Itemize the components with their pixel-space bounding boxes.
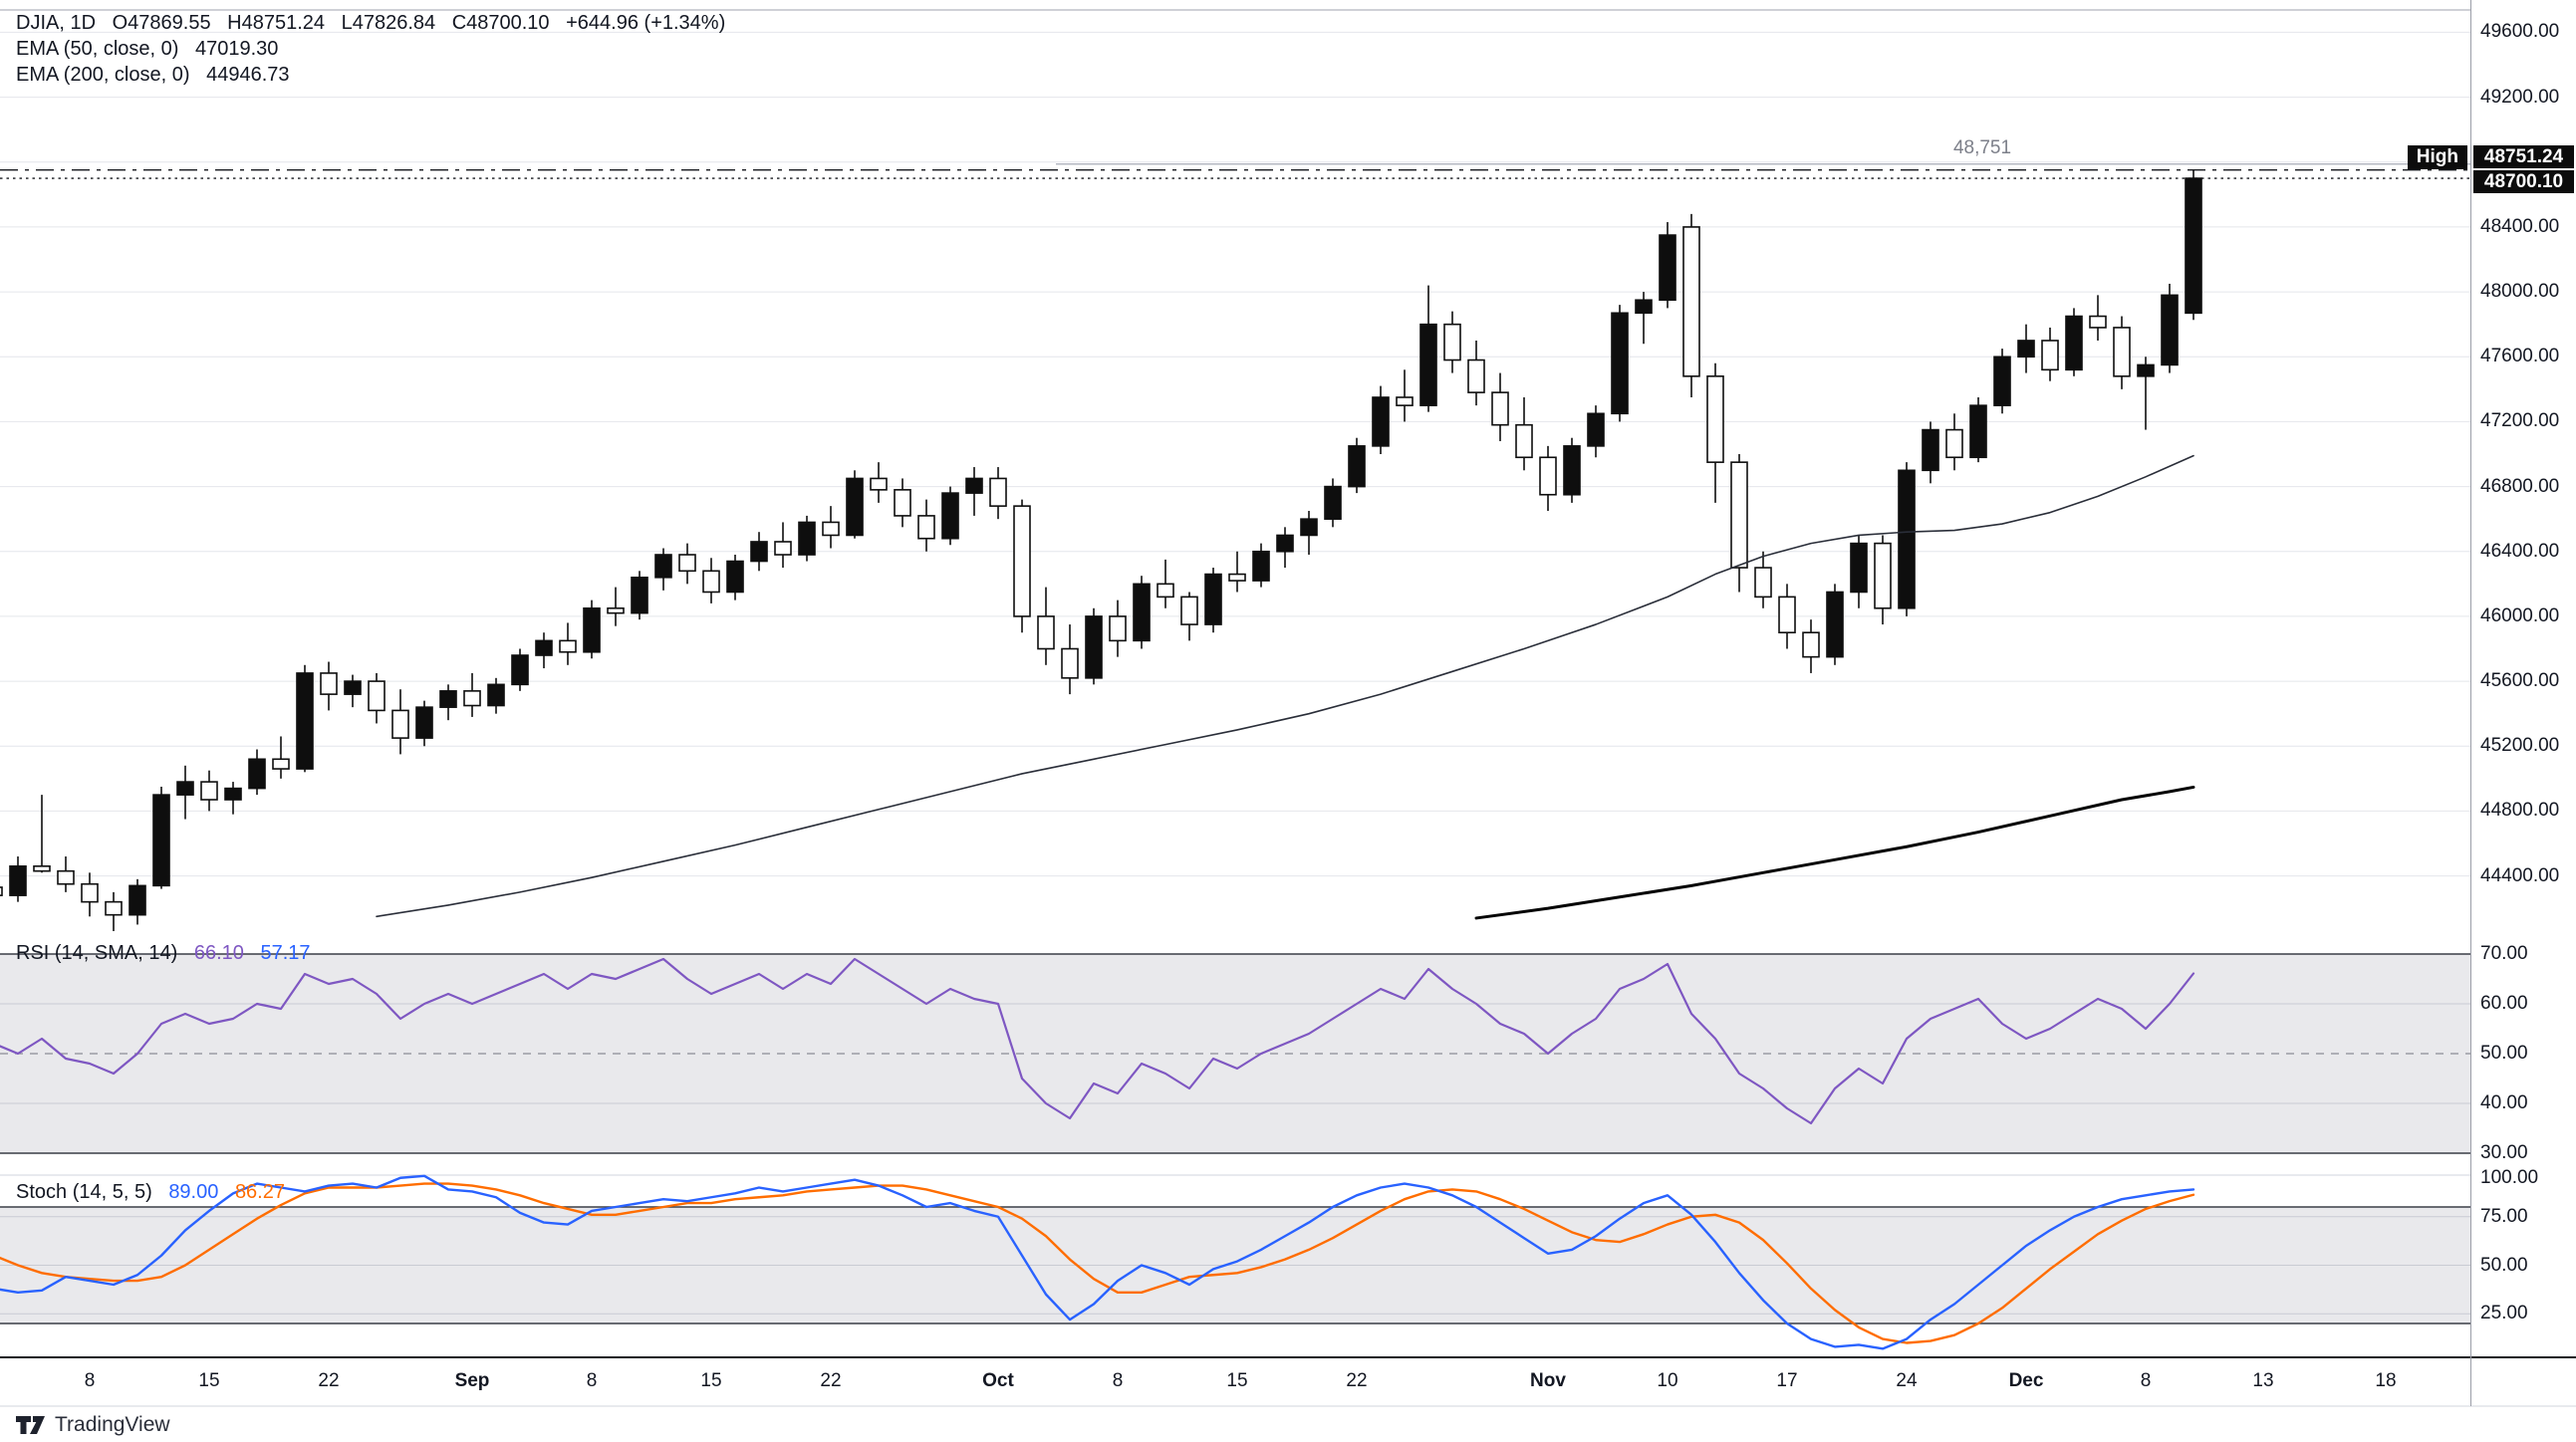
price-scale[interactable]: 48751.24 48700.10 49600.00 49200.00 48400.… <box>2470 0 2576 1406</box>
time-axis-label: 17 <box>1776 1370 1798 1391</box>
time-axis-label: 22 <box>318 1370 340 1391</box>
price-axis-label: 45200.00 <box>2480 735 2560 757</box>
ema200-label: EMA (200, close, 0) <box>16 64 190 86</box>
change-value: +644.96 (+1.34%) <box>566 12 726 34</box>
price-axis-label: 46000.00 <box>2480 604 2560 626</box>
time-axis-month-label: Dec <box>2008 1370 2044 1391</box>
time-axis-label: 10 <box>1657 1370 1678 1391</box>
time-axis-label: 8 <box>586 1370 598 1391</box>
stoch-legend: Stoch (14, 5, 5) 89.00 86.27 <box>16 1179 296 1205</box>
time-axis-month-label: Sep <box>454 1370 490 1391</box>
stoch-gridlines <box>0 1174 2470 1324</box>
rsi-axis-label: 70.00 <box>2480 943 2528 964</box>
stoch-d-line <box>0 1182 2195 1344</box>
ema50-label: EMA (50, close, 0) <box>16 38 179 60</box>
high-price-badge: 48751.24 <box>2473 145 2574 168</box>
rsi-axis-label: 50.00 <box>2480 1043 2528 1064</box>
ohlc-high: H48751.24 <box>227 12 326 34</box>
rsi-sma-value: 57.17 <box>260 942 311 964</box>
tradingview-logo-text: TradingView <box>55 1413 170 1436</box>
price-axis-label: 48400.00 <box>2480 215 2560 237</box>
time-axis-label: 15 <box>1226 1370 1248 1391</box>
symbol-legend: DJIA, 1D O47869.55 H48751.24 L47826.84 C… <box>16 10 736 36</box>
time-axis-label: 8 <box>2140 1370 2152 1391</box>
tradingview-logo-icon <box>16 1416 45 1434</box>
ema50-legend: EMA (50, close, 0) 47019.30 <box>16 36 289 62</box>
time-axis-label: 8 <box>1112 1370 1124 1391</box>
rsi-value: 66.10 <box>193 942 244 964</box>
price-axis-label: 47200.00 <box>2480 410 2560 432</box>
time-axis-label: 8 <box>84 1370 96 1391</box>
stoch-axis-label: 50.00 <box>2480 1254 2528 1276</box>
ema200-legend: EMA (200, close, 0) 44946.73 <box>16 62 301 88</box>
tradingview-logo[interactable]: TradingView <box>16 1413 170 1437</box>
stoch-axis-label: 25.00 <box>2480 1303 2528 1324</box>
stoch-label: Stoch (14, 5, 5) <box>16 1181 152 1203</box>
stoch-axis-label: 100.00 <box>2480 1167 2539 1188</box>
ohlc-open: O47869.55 <box>112 12 211 34</box>
rsi-axis-label: 60.00 <box>2480 993 2528 1014</box>
price-axis-label: 45600.00 <box>2480 670 2560 692</box>
price-axis-label: 44800.00 <box>2480 800 2560 822</box>
price-axis-label: 46400.00 <box>2480 540 2560 562</box>
stoch-k-value: 89.00 <box>168 1181 219 1203</box>
candlestick-series <box>0 169 2202 931</box>
time-axis-label: 15 <box>700 1370 722 1391</box>
rsi-label: RSI (14, SMA, 14) <box>16 942 178 964</box>
price-axis-label: 49600.00 <box>2480 21 2560 43</box>
price-gridlines <box>0 31 2470 877</box>
high-annotation-label: 48,751 <box>1952 137 2012 158</box>
pane-borders <box>0 9 2576 1407</box>
ohlc-low: L47826.84 <box>341 12 436 34</box>
price-axis-label: 47600.00 <box>2480 346 2560 367</box>
price-axis-label: 49200.00 <box>2480 86 2560 108</box>
time-axis-label: 22 <box>1346 1370 1368 1391</box>
time-scale[interactable]: 8 15 22 Sep 8 15 22 Oct 8 15 22 Nov 10 17 24 Dec 8 13 18 <box>0 1358 2470 1406</box>
stoch-k-line <box>0 1174 2195 1350</box>
rsi-band <box>0 954 2470 1153</box>
ohlc-close: C48700.10 <box>451 12 550 34</box>
time-axis-label: 24 <box>1896 1370 1918 1391</box>
price-axis-label: 48000.00 <box>2480 281 2560 303</box>
price-axis-label: 46800.00 <box>2480 475 2560 497</box>
time-axis-label: 18 <box>2375 1370 2397 1391</box>
rsi-axis-label: 30.00 <box>2480 1142 2528 1163</box>
time-axis-label: 15 <box>198 1370 220 1391</box>
symbol-title: DJIA, 1D <box>16 12 97 34</box>
rsi-gridlines <box>0 953 2470 1154</box>
ema50-value: 47019.30 <box>194 38 279 60</box>
rsi-axis-label: 40.00 <box>2480 1092 2528 1113</box>
price-axis-label: 44400.00 <box>2480 864 2560 886</box>
time-axis-label: 13 <box>2252 1370 2274 1391</box>
rsi-line <box>0 957 2195 1125</box>
last-price-badge: 48700.10 <box>2473 170 2574 193</box>
ema200-line <box>1474 785 2195 920</box>
time-axis-month-label: Oct <box>982 1370 1014 1391</box>
level-lines <box>0 162 2470 179</box>
time-axis-month-label: Nov <box>1530 1370 1566 1391</box>
time-axis-label: 22 <box>820 1370 842 1391</box>
high-flag-badge: High <box>2407 145 2467 169</box>
stoch-d-value: 86.27 <box>234 1181 285 1203</box>
rsi-legend: RSI (14, SMA, 14) 66.10 57.17 <box>16 940 322 966</box>
stoch-axis-label: 75.00 <box>2480 1205 2528 1227</box>
ema50-line <box>376 454 2194 918</box>
ema200-value: 44946.73 <box>206 64 290 86</box>
